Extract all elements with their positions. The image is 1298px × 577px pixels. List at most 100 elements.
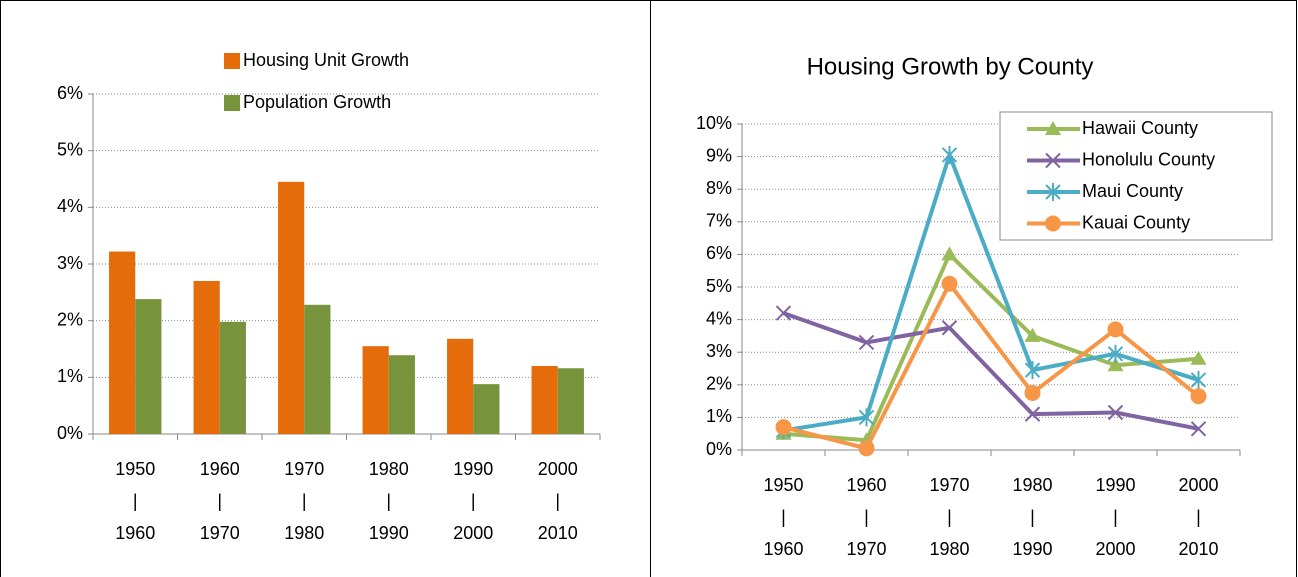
y-tick-label: 4% [57, 196, 83, 216]
marker [858, 440, 875, 457]
x-tick-label: | [386, 491, 391, 511]
legend-label: Housing Unit Growth [243, 50, 409, 70]
x-tick-label: 1960 [846, 475, 886, 495]
y-tick-label: 3% [706, 341, 732, 361]
marker [1045, 121, 1061, 135]
marker-shape [1045, 152, 1061, 169]
marker-shape [941, 246, 958, 261]
marker [1024, 361, 1041, 380]
marker-shape [941, 275, 958, 292]
marker [1190, 370, 1207, 389]
x-tick-label: | [302, 491, 307, 511]
marker-shape [1024, 384, 1041, 401]
marker-shape [1190, 350, 1207, 365]
bar [304, 304, 331, 434]
bar [278, 181, 305, 434]
marker [858, 408, 875, 427]
x-tick-label: 1970 [929, 475, 969, 495]
marker-shape [1024, 327, 1041, 342]
marker-shape [1190, 388, 1207, 405]
marker [1024, 406, 1041, 422]
x-tick-label: 1990 [1095, 475, 1135, 495]
marker [941, 320, 958, 336]
marker-shape [1190, 370, 1207, 389]
marker-shape [858, 408, 875, 427]
marker [1107, 357, 1124, 372]
y-tick-label: 6% [57, 83, 83, 103]
marker [1107, 344, 1124, 363]
marker-shape [775, 305, 792, 321]
x-tick-label: 1950 [763, 475, 803, 495]
series-line [783, 148, 1200, 433]
bar [219, 321, 246, 434]
legend-swatch [224, 53, 240, 69]
marker-shape [1107, 404, 1124, 421]
marker [1045, 183, 1061, 201]
x-tick-label: | [471, 491, 476, 511]
marker [1190, 388, 1207, 405]
x-tick-label: | [1113, 507, 1118, 527]
x-tick-label: | [1030, 507, 1035, 527]
marker [941, 145, 958, 164]
marker [1045, 215, 1061, 232]
marker-shape [858, 334, 875, 351]
y-tick-label: 10% [696, 113, 732, 133]
y-tick-label: 2% [706, 374, 732, 394]
marker-shape [1107, 344, 1124, 363]
y-tick-label: 2% [57, 309, 83, 329]
marker-shape [1024, 361, 1041, 380]
x-tick-label: 2000 [453, 523, 493, 543]
x-tick-label: 2010 [538, 523, 578, 543]
bar [473, 384, 500, 434]
left-panel [0, 0, 651, 577]
marker [1190, 350, 1207, 365]
x-tick-label: 1980 [929, 539, 969, 559]
marker-shape [1190, 421, 1207, 437]
x-tick-label: | [217, 491, 222, 511]
x-tick-label: 1960 [200, 459, 240, 479]
x-tick-label: 1950 [115, 459, 155, 479]
y-tick-label: 5% [57, 139, 83, 159]
legend-label: Maui County [1082, 181, 1183, 201]
marker [1045, 152, 1061, 169]
marker-shape [1107, 321, 1124, 338]
chart-title: Housing Growth by County [807, 53, 1094, 80]
bar [362, 346, 389, 434]
legend-label: Hawaii County [1082, 118, 1198, 138]
x-tick-label: 2010 [1178, 539, 1218, 559]
legend-label: Kauai County [1082, 212, 1190, 232]
y-tick-label: 9% [706, 145, 732, 165]
marker [1024, 384, 1041, 401]
x-tick-label: 1980 [284, 523, 324, 543]
marker-shape [1045, 183, 1061, 201]
bar [447, 338, 474, 434]
x-tick-label: | [133, 491, 138, 511]
x-tick-label: 1970 [200, 523, 240, 543]
marker [1107, 404, 1124, 421]
legend-swatch [224, 95, 240, 111]
x-tick-label: | [864, 507, 869, 527]
x-tick-label: 1970 [284, 459, 324, 479]
x-tick-label: 1990 [1012, 539, 1052, 559]
bar [388, 355, 415, 434]
x-tick-label: | [555, 491, 560, 511]
y-tick-label: 0% [57, 423, 83, 443]
y-tick-label: 3% [57, 253, 83, 273]
marker-shape [941, 145, 958, 164]
series-line [783, 250, 1199, 443]
x-tick-label: 1980 [1012, 475, 1052, 495]
y-tick-label: 1% [57, 366, 83, 386]
x-tick-label: 1990 [369, 523, 409, 543]
bar [531, 366, 558, 434]
marker-shape [775, 419, 792, 436]
x-tick-label: | [947, 507, 952, 527]
legend-box [999, 111, 1273, 241]
marker [775, 419, 792, 436]
x-tick-label: 1960 [115, 523, 155, 543]
y-tick-label: 1% [706, 406, 732, 426]
bar [193, 281, 220, 434]
marker [941, 246, 958, 261]
x-tick-label: | [781, 507, 786, 527]
series-line [783, 279, 1200, 451]
